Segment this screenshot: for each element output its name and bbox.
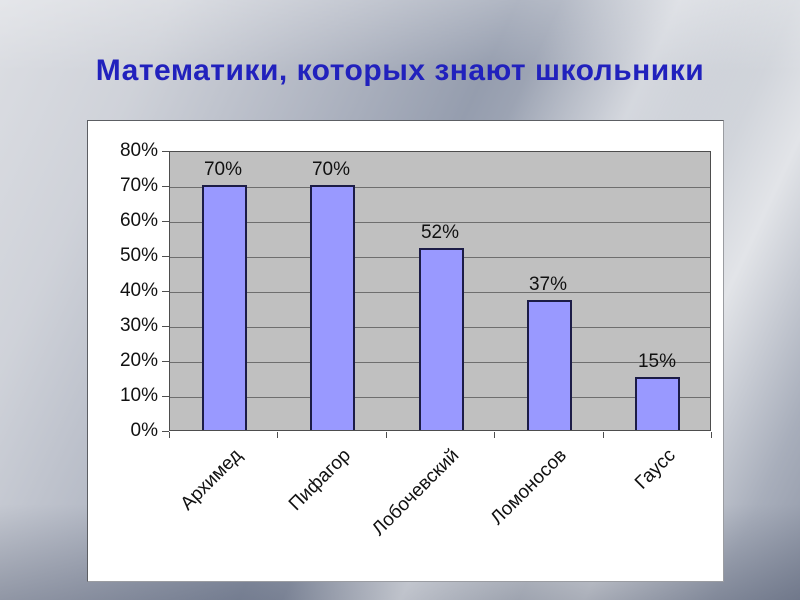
y-axis-tick [162,221,169,222]
x-axis-tick [169,432,170,438]
y-axis-label: 40% [119,280,158,301]
y-axis-label: 0% [130,420,158,441]
x-axis-tick [711,432,712,438]
y-axis-tick [162,431,169,432]
x-category-label: Гаусс [631,445,680,494]
x-axis-tick [494,432,495,438]
slide-title: Математики, которых знают школьники [95,54,705,87]
gridline [170,187,710,188]
y-axis-label: 50% [119,245,158,266]
bar-value-label: 70% [203,159,243,180]
y-axis-tick [162,291,169,292]
bar [527,300,572,430]
bar [202,185,247,430]
y-axis-label: 80% [119,140,158,161]
y-axis-tick [162,326,169,327]
bar-value-label: 52% [420,222,460,243]
x-category-label: Ломоносов [486,445,571,530]
bar [635,377,680,430]
bar-value-label: 70% [311,159,351,180]
bar-value-label: 37% [528,274,568,295]
y-axis-tick [162,361,169,362]
y-axis-label: 20% [119,350,158,371]
bar [310,185,355,430]
gridline [170,222,710,223]
bar-value-label: 15% [637,351,677,372]
x-axis-tick [386,432,387,438]
bar [419,248,464,430]
x-category-label: Лобочевский [367,445,463,541]
x-axis-tick [277,432,278,438]
x-category-label: Архимед [176,445,246,515]
y-axis-tick [162,256,169,257]
y-axis-label: 70% [119,175,158,196]
plot-area [169,151,711,431]
x-category-label: Пифагор [284,445,355,516]
x-axis-tick [603,432,604,438]
y-axis-tick [162,396,169,397]
y-axis-tick [162,151,169,152]
bar-chart: 80% 70% 60% 50% 40% 30% 20% 10% 0% 70% Архимед 70% П… [87,120,724,582]
y-axis-label: 60% [119,210,158,231]
y-axis-tick [162,186,169,187]
y-axis-label: 10% [119,385,158,406]
y-axis-label: 30% [119,315,158,336]
